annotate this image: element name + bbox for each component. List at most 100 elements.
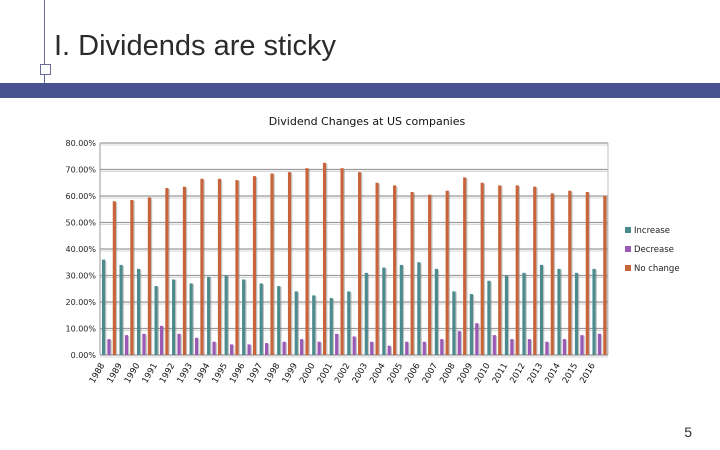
x-tick-label: 2014 <box>543 362 562 386</box>
bar-increase <box>119 264 123 355</box>
bar-no-change <box>340 168 344 355</box>
accent-line <box>44 0 45 83</box>
legend-label: No change <box>634 264 680 274</box>
bar-shadow <box>560 269 562 355</box>
bar-no-change <box>287 172 292 355</box>
bar-decrease <box>527 339 531 355</box>
bar-shadow <box>378 183 380 355</box>
bar-no-change <box>568 190 572 355</box>
bar-decrease <box>265 343 269 355</box>
x-tick-label: 1995 <box>210 362 229 386</box>
bar-shadow <box>566 340 568 355</box>
bar-no-change <box>165 188 169 355</box>
bar-shadow <box>332 299 335 355</box>
bar-no-change <box>533 186 537 355</box>
bar-shadow <box>425 342 428 355</box>
bar-no-change <box>130 199 134 355</box>
bar-no-change <box>182 186 187 355</box>
bar-no-change <box>393 185 397 355</box>
bar-increase <box>399 264 403 355</box>
bar-shadow <box>268 344 270 355</box>
bar-no-change <box>147 197 151 355</box>
bar-no-change <box>270 173 274 355</box>
bar-shadow <box>373 342 375 355</box>
bar-no-change <box>252 176 257 355</box>
bar-no-change <box>112 201 116 355</box>
bar-increase <box>347 291 351 355</box>
legend-swatch <box>625 227 631 233</box>
x-tick-label: 2011 <box>491 361 510 385</box>
bar-decrease <box>159 325 164 355</box>
x-tick-label: 2004 <box>368 362 387 386</box>
bar-shadow <box>157 287 159 355</box>
y-tick-label: 50.00% <box>65 219 96 228</box>
bar-shadow <box>227 276 229 355</box>
bar-shadow <box>192 284 194 355</box>
bar-increase <box>382 267 386 355</box>
bar-shadow <box>297 292 300 355</box>
bar-increase <box>364 272 368 355</box>
bar-no-change <box>322 162 327 355</box>
bar-shadow <box>601 334 603 355</box>
bar-shadow <box>350 292 352 355</box>
bar-shadow <box>140 269 142 355</box>
bar-shadow <box>408 342 410 355</box>
bar-decrease <box>194 337 199 355</box>
x-tick-label: 2002 <box>333 362 352 386</box>
x-tick-label: 1997 <box>246 362 265 386</box>
bar-shadow <box>571 191 573 355</box>
bar-increase <box>154 286 158 355</box>
bar-increase <box>522 272 526 355</box>
bar-shadow <box>508 276 510 355</box>
bar-shadow <box>595 269 597 355</box>
y-tick-label: 30.00% <box>65 272 96 281</box>
bar-shadow <box>478 324 480 355</box>
bar-shadow <box>367 273 370 355</box>
bar-decrease <box>247 344 251 355</box>
bar-shadow <box>361 173 363 355</box>
bar-increase <box>207 276 211 355</box>
bar-increase <box>329 298 333 355</box>
bar-decrease <box>562 339 567 355</box>
x-tick-label: 1998 <box>263 362 282 386</box>
chart-title: Dividend Changes at US companies <box>269 115 466 128</box>
bar-decrease <box>440 339 444 355</box>
bar-shadow <box>168 189 170 355</box>
bar-shadow <box>437 269 440 355</box>
bar-shadow <box>221 179 223 355</box>
bar-decrease <box>475 323 479 355</box>
x-tick-label: 2012 <box>508 362 527 386</box>
bar-shadow <box>385 268 387 355</box>
bar-increase <box>277 286 281 355</box>
bar-shadow <box>553 194 556 355</box>
bar-shadow <box>530 340 533 355</box>
bar-no-change <box>515 185 519 355</box>
bar-shadow <box>460 332 463 355</box>
bar-shadow <box>122 265 124 355</box>
x-tick-label: 2003 <box>351 362 370 386</box>
bar-increase <box>592 268 596 355</box>
bar-decrease <box>335 333 339 355</box>
bar-shadow <box>128 336 130 355</box>
bar-decrease <box>282 341 286 355</box>
bar-shadow <box>501 186 503 355</box>
bar-no-change <box>358 172 362 355</box>
bar-shadow <box>483 183 486 355</box>
bar-shadow <box>578 273 580 355</box>
bar-increase <box>557 268 561 355</box>
bar-shadow <box>343 169 345 355</box>
x-tick-label: 2016 <box>578 362 597 386</box>
bar-shadow <box>198 338 200 355</box>
bar-shadow <box>355 337 357 355</box>
x-tick-label: 1999 <box>281 362 300 386</box>
bar-shadow <box>513 340 515 355</box>
bar-decrease <box>124 335 129 355</box>
y-tick-label: 80.00% <box>65 139 96 148</box>
y-tick-label: 70.00% <box>65 166 96 175</box>
legend-swatch <box>625 246 631 252</box>
x-tick-label: 1991 <box>140 362 159 386</box>
bar-shadow <box>291 173 293 355</box>
bar-decrease <box>597 333 602 355</box>
bar-decrease <box>317 341 321 355</box>
bar-increase <box>224 275 228 355</box>
